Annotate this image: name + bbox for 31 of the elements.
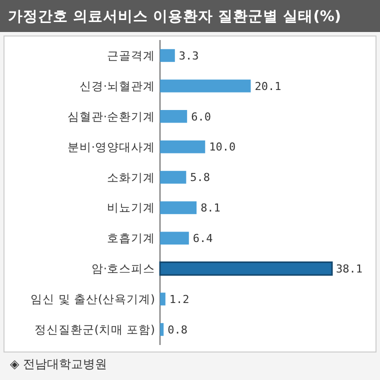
y-tick-label: 정신질환군(치매 포함) bbox=[34, 322, 155, 336]
bar bbox=[160, 232, 189, 245]
bar bbox=[160, 292, 166, 306]
data-label: 0.8 bbox=[168, 323, 188, 336]
chart-title: 가정간호 의료서비스 이용환자 질환군별 실태(%) bbox=[8, 9, 341, 25]
data-label: 8.1 bbox=[200, 202, 220, 215]
data-label: 3.3 bbox=[178, 49, 199, 62]
data-label: 10.0 bbox=[209, 140, 236, 154]
bar bbox=[160, 201, 197, 214]
data-label: 5.8 bbox=[190, 171, 210, 184]
data-label: 20.1 bbox=[254, 80, 282, 93]
data-label: 6.4 bbox=[192, 232, 214, 246]
bar bbox=[160, 49, 175, 62]
y-tick-label: 심혈관·순환기계 bbox=[67, 109, 155, 124]
bar bbox=[160, 80, 251, 92]
y-tick-label: 비뇨기계 bbox=[107, 200, 155, 215]
y-tick-label: 근골격계 bbox=[107, 48, 155, 63]
data-label: 6.0 bbox=[191, 110, 211, 124]
bar bbox=[160, 140, 206, 154]
y-tick-label: 호흡기계 bbox=[107, 231, 155, 246]
y-tick-label: 신경·뇌혈관계 bbox=[79, 78, 155, 93]
y-tick-label: 암·호스피스 bbox=[91, 262, 155, 276]
text: ◈ 전남대학교병원 bbox=[10, 357, 108, 371]
y-tick-label: 분비·영양대사계 bbox=[67, 140, 155, 154]
bar bbox=[160, 323, 164, 336]
data-label: 38.1 bbox=[336, 262, 362, 276]
bar bbox=[160, 170, 186, 184]
data-label: 1.2 bbox=[169, 292, 190, 306]
y-tick-label: 임신 및 출산(산욕기계) bbox=[30, 292, 155, 306]
y-tick-label: 소화기계 bbox=[107, 170, 155, 184]
bar bbox=[160, 110, 188, 123]
